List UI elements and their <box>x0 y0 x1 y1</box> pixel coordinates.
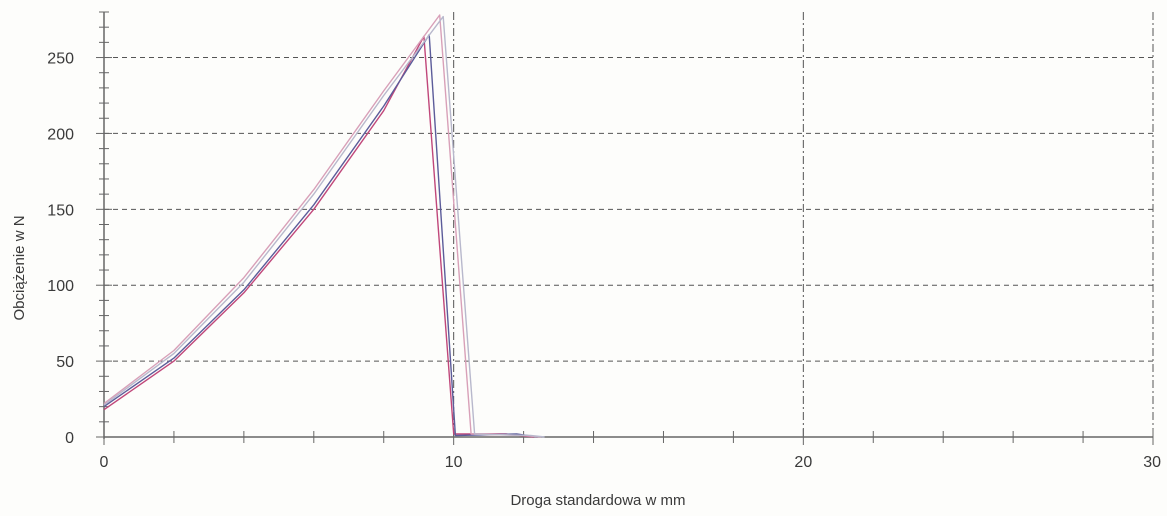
x-tick-label: 30 <box>1143 454 1161 471</box>
y-tick-label: 100 <box>47 278 74 295</box>
series-line-3 <box>103 14 542 438</box>
y-tick-label: 200 <box>47 126 74 143</box>
y-axis-label: Obciążenie w N <box>11 215 28 320</box>
y-tick-label: 150 <box>47 202 74 219</box>
x-tick-label: 10 <box>445 454 463 471</box>
y-tick-label: 50 <box>56 354 74 371</box>
series-line-4 <box>103 15 545 438</box>
x-axis-label: Droga standardowa w mm <box>510 492 685 509</box>
series-line-2 <box>103 34 538 438</box>
series-line-1 <box>103 35 535 438</box>
x-tick-label: 20 <box>794 454 812 471</box>
x-tick-label: 0 <box>100 454 109 471</box>
y-tick-label: 0 <box>65 430 74 447</box>
y-tick-label: 250 <box>47 51 74 68</box>
